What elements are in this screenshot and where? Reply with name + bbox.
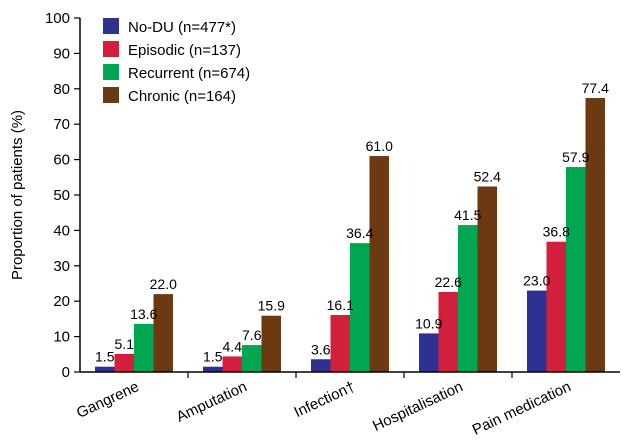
data-label: 16.1: [327, 297, 354, 313]
bar: [261, 315, 281, 372]
y-tick-label: 30: [53, 258, 70, 275]
data-label: 5.1: [115, 336, 135, 352]
data-label: 15.9: [258, 298, 285, 314]
bar: [222, 356, 242, 372]
y-tick-label: 10: [53, 329, 70, 346]
x-tick-label: Infection†: [292, 378, 358, 421]
legend-swatch: [103, 41, 119, 57]
x-tick-label: Gangrene: [74, 378, 142, 422]
bar: [114, 353, 134, 372]
data-label: 4.4: [223, 338, 243, 354]
legend-swatch: [103, 87, 119, 103]
bar: [350, 243, 370, 372]
data-label: 61.0: [366, 138, 393, 154]
bar: [419, 333, 439, 372]
y-tick-label: 50: [53, 187, 70, 204]
y-tick-label: 100: [45, 10, 70, 27]
legend-swatch: [103, 64, 119, 80]
y-tick-label: 40: [53, 222, 70, 239]
bar: [458, 225, 478, 372]
legend-label: Recurrent (n=674): [128, 65, 250, 82]
bar: [203, 366, 223, 372]
data-label: 22.6: [435, 274, 462, 290]
value-labels-group: 1.55.113.622.01.54.47.615.93.616.136.461…: [95, 80, 609, 365]
data-label: 3.6: [311, 341, 331, 357]
bars-group: [95, 98, 605, 372]
y-tick-label: 70: [53, 116, 70, 133]
bar: [438, 291, 458, 372]
data-label: 36.8: [543, 224, 570, 240]
y-tick-label: 60: [53, 152, 70, 169]
data-label: 57.9: [562, 149, 589, 165]
data-label: 1.5: [95, 349, 115, 365]
data-label: 41.5: [454, 207, 481, 223]
bar: [369, 156, 389, 372]
bar: [477, 186, 497, 372]
x-tick-label: Amputation: [174, 378, 250, 425]
bar: [95, 366, 115, 372]
data-label: 7.6: [242, 327, 262, 343]
data-label: 22.0: [150, 276, 177, 292]
legend-label: No-DU (n=477*): [128, 19, 236, 36]
data-label: 77.4: [582, 80, 609, 96]
x-tick-label: Pain medication: [470, 378, 574, 439]
bar: [134, 323, 154, 372]
legend-label: Episodic (n=137): [128, 42, 241, 59]
data-label: 10.9: [415, 315, 442, 331]
legend-swatch: [103, 18, 119, 34]
bar: [330, 315, 350, 372]
bar: [527, 290, 547, 372]
bar: [153, 294, 173, 372]
bar: [311, 359, 331, 372]
bar: [585, 98, 605, 372]
data-label: 36.4: [346, 225, 373, 241]
y-tick-label: 90: [53, 45, 70, 62]
y-tick-label: 20: [53, 293, 70, 310]
data-label: 1.5: [203, 349, 223, 365]
bar: [566, 167, 586, 372]
x-axis: Gangrene Amputation Infection† Hospitalisat…: [74, 371, 620, 439]
y-axis-label: Proportion of patients (%): [9, 110, 26, 280]
bar: [242, 345, 262, 372]
bar: [546, 241, 566, 372]
x-tick-label: Hospitalisation: [370, 378, 466, 435]
data-label: 23.0: [523, 273, 550, 289]
y-tick-label: 80: [53, 81, 70, 98]
legend-label: Chronic (n=164): [128, 88, 236, 105]
y-axis: 0 10 20 30 40 50 60 70 80 90 100: [45, 10, 81, 381]
data-label: 13.6: [130, 306, 157, 322]
data-label: 52.4: [474, 169, 501, 185]
y-tick-label: 0: [62, 364, 70, 381]
legend: No-DU (n=477*) Episodic (n=137) Recurrent …: [103, 18, 250, 105]
